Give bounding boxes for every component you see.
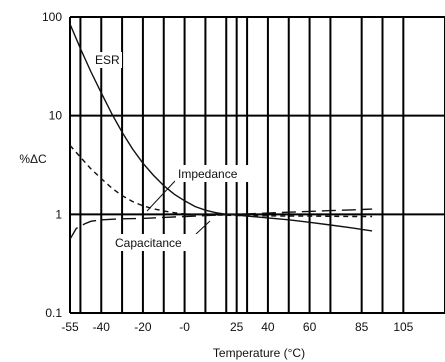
- x-tick-label: -40: [93, 320, 111, 334]
- x-tick-label: -20: [134, 320, 152, 334]
- y-tick-label: 1: [55, 207, 62, 221]
- x-tick-label: 85: [355, 320, 369, 334]
- y-tick-label: 0.1: [45, 306, 62, 320]
- x-tick-label: 25: [230, 320, 244, 334]
- series-capacitance-line: [69, 208, 373, 240]
- series-impedance-line: [69, 144, 373, 218]
- annotation-impedance-label: Impedance: [178, 167, 238, 181]
- esr-label-bg: [93, 52, 123, 68]
- impedance-label-bg: [175, 165, 255, 182]
- grid: [69, 16, 445, 314]
- x-tick-label: -55: [61, 320, 79, 334]
- x-tick-label: 105: [393, 320, 413, 334]
- series-esr-line: [69, 23, 373, 232]
- annotation-capacitance-label: Capacitance: [115, 236, 182, 250]
- series-group: [69, 23, 373, 240]
- x-tick-label: 40: [261, 320, 275, 334]
- annotation-esr-label: ESR: [95, 53, 120, 67]
- annotation-impedance: Impedance: [146, 165, 255, 212]
- x-tick-labels: -55 -40 -20 -0 25 40 60 85 105: [61, 320, 413, 334]
- x-axis-title: Temperature (°C): [213, 346, 305, 360]
- annotation-capacitance: Capacitance: [113, 220, 211, 251]
- capacitance-pointer: [195, 220, 211, 235]
- capacitance-label-bg: [113, 234, 200, 251]
- y-tick-label: 10: [49, 109, 63, 123]
- impedance-pointer: [146, 180, 176, 212]
- x-tick-label: -0: [179, 320, 190, 334]
- y-tick-labels: 100 10 1 0.1: [42, 10, 62, 320]
- x-tick-label: 60: [303, 320, 317, 334]
- y-axis-title: %ΔC: [19, 152, 47, 166]
- annotation-esr: ESR: [93, 52, 123, 68]
- y-tick-label: 100: [42, 10, 62, 24]
